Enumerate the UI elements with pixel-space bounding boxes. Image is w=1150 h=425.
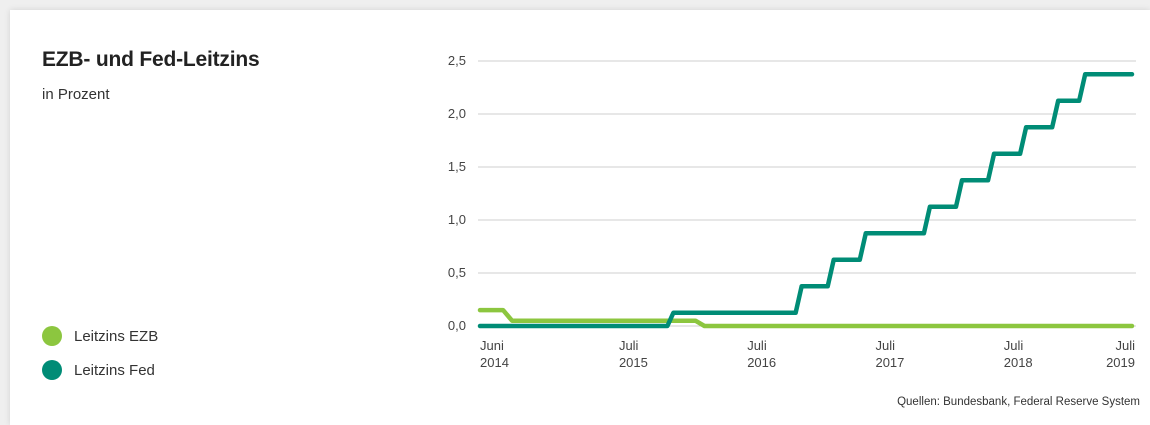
y-tick-label: 2,5 [448, 53, 466, 68]
x-tick-year: 2016 [747, 355, 776, 370]
x-tick-year: 2015 [619, 355, 648, 370]
x-tick-month: Juli [1115, 338, 1135, 353]
y-tick-label: 2,0 [448, 106, 466, 121]
series-line-fed [477, 72, 1135, 329]
legend-label-fed: Leitzins Fed [74, 361, 155, 379]
x-tick-year: 2017 [875, 355, 904, 370]
x-tick-month: Juli [747, 338, 767, 353]
legend-label-ezb: Leitzins EZB [74, 327, 159, 345]
x-tick-year: 2019 [1106, 355, 1135, 370]
x-tick-month: Juli [619, 338, 639, 353]
legend-item-ezb: Leitzins EZB [42, 319, 158, 353]
x-tick-year: 2014 [480, 355, 509, 370]
series-line-ezb [477, 307, 1135, 329]
chart-card: EZB- und Fed-Leitzins in Prozent Leitzin… [10, 10, 1150, 425]
source-note: Quellen: Bundesbank, Federal Reserve Sys… [897, 396, 1140, 408]
x-tick-month: Juli [875, 338, 895, 353]
chart-subtitle: in Prozent [42, 86, 110, 103]
y-tick-label: 0,0 [448, 318, 466, 333]
chart-title: EZB- und Fed-Leitzins [42, 48, 260, 71]
legend-swatch-fed [42, 360, 62, 380]
y-tick-label: 0,5 [448, 265, 466, 280]
x-tick-month: Juli [1004, 338, 1024, 353]
y-tick-label: 1,5 [448, 159, 466, 174]
legend: Leitzins EZB Leitzins Fed [42, 319, 158, 387]
x-tick-year: 2018 [1004, 355, 1033, 370]
legend-item-fed: Leitzins Fed [42, 353, 158, 387]
y-tick-label: 1,0 [448, 212, 466, 227]
legend-swatch-ezb [42, 326, 62, 346]
x-tick-month: Juni [480, 338, 504, 353]
